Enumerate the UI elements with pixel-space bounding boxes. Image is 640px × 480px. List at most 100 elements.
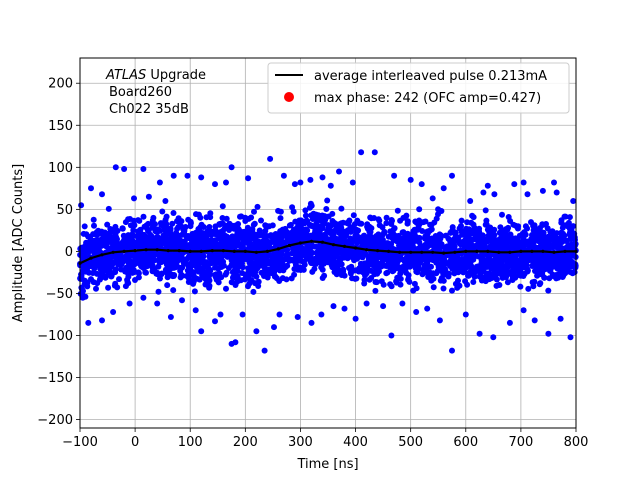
scatter-outlier-point xyxy=(449,347,455,354)
scatter-point xyxy=(112,269,119,276)
scatter-point xyxy=(404,218,411,225)
scatter-outlier-point xyxy=(85,319,92,326)
scatter-point xyxy=(257,243,264,250)
scatter-point xyxy=(325,255,332,262)
scatter-point xyxy=(101,239,108,245)
legend-entry-max-phase: max phase: 242 (OFC amp=0.427) xyxy=(314,91,541,106)
average-pulse-point xyxy=(309,239,314,243)
scatter-point xyxy=(512,242,519,249)
scatter-outlier-point xyxy=(112,164,119,171)
scatter-point xyxy=(355,268,362,275)
scatter-outlier-point xyxy=(267,155,274,162)
scatter-point xyxy=(383,263,390,269)
scatter-point xyxy=(447,229,454,236)
scatter-point xyxy=(271,256,278,263)
legend-marker-swatch xyxy=(284,92,294,102)
scatter-point xyxy=(455,277,461,284)
scatter-point xyxy=(455,269,462,276)
scatter-point xyxy=(567,229,574,236)
average-pulse-point xyxy=(365,248,369,252)
scatter-point xyxy=(387,253,393,260)
scatter-point xyxy=(226,226,233,232)
scatter-point xyxy=(346,218,353,225)
scatter-point xyxy=(430,284,437,291)
scatter-point xyxy=(388,217,395,223)
scatter-point xyxy=(239,270,246,276)
scatter-point xyxy=(251,220,258,227)
scatter-point xyxy=(397,281,404,288)
average-pulse-point xyxy=(431,250,435,254)
scatter-point xyxy=(529,263,536,269)
scatter-point xyxy=(226,220,233,227)
scatter-point xyxy=(149,262,156,269)
scatter-point xyxy=(451,237,458,244)
scatter-points xyxy=(77,149,579,354)
scatter-point xyxy=(174,218,180,225)
scatter-point xyxy=(96,239,103,246)
scatter-point xyxy=(415,238,421,245)
scatter-point xyxy=(93,285,99,292)
scatter-point xyxy=(365,266,371,273)
y-tick-label: 200 xyxy=(48,77,73,92)
scatter-point xyxy=(228,237,235,244)
scatter-point xyxy=(493,282,500,289)
scatter-point xyxy=(218,274,225,281)
scatter-point xyxy=(206,224,213,230)
scatter-point xyxy=(424,255,431,261)
scatter-point xyxy=(435,263,442,270)
scatter-point xyxy=(310,212,317,219)
scatter-outlier-point xyxy=(545,330,552,337)
scatter-point xyxy=(187,220,194,227)
scatter-point xyxy=(302,226,309,233)
scatter-point xyxy=(384,269,391,276)
average-pulse-point xyxy=(398,250,402,254)
scatter-point xyxy=(470,214,477,221)
average-pulse-point xyxy=(486,249,490,253)
scatter-point xyxy=(151,252,158,259)
average-pulse-point xyxy=(89,256,93,260)
scatter-outlier-point xyxy=(179,297,185,304)
y-tick-label: 150 xyxy=(48,119,73,134)
scatter-point xyxy=(154,271,161,278)
scatter-point xyxy=(287,233,294,240)
scatter-point xyxy=(376,222,383,229)
scatter-point xyxy=(347,270,354,277)
scatter-point xyxy=(498,260,504,267)
scatter-point xyxy=(140,231,147,238)
average-pulse-polyline xyxy=(79,240,576,265)
average-pulse-point xyxy=(420,250,424,254)
scatter-point xyxy=(376,268,382,275)
scatter-point xyxy=(361,232,368,239)
scatter-point xyxy=(383,220,390,227)
scatter-point xyxy=(167,230,174,237)
scatter-point xyxy=(186,270,193,277)
average-pulse-point xyxy=(111,250,115,254)
x-tick-label: 100 xyxy=(178,435,203,450)
scatter-outlier-point xyxy=(198,174,205,181)
scatter-point xyxy=(220,258,227,265)
scatter-point xyxy=(193,262,200,269)
scatter-point xyxy=(257,230,264,237)
scatter-point xyxy=(361,276,368,283)
scatter-point xyxy=(376,243,383,250)
scatter-point xyxy=(287,221,294,228)
scatter-point xyxy=(154,226,161,233)
scatter-point xyxy=(463,240,470,247)
scatter-point xyxy=(550,272,557,279)
scatter-point xyxy=(250,288,257,295)
y-tick-label: −50 xyxy=(46,287,73,302)
scatter-point xyxy=(557,235,564,242)
scatter-point xyxy=(164,257,171,264)
average-pulse-point xyxy=(442,251,446,255)
scatter-point xyxy=(118,240,125,246)
scatter-point xyxy=(333,263,340,270)
scatter-point xyxy=(347,235,354,242)
scatter-point xyxy=(321,272,328,279)
scatter-point xyxy=(224,253,231,260)
scatter-point xyxy=(189,230,196,237)
scatter-point xyxy=(405,272,412,279)
scatter-point xyxy=(175,232,182,239)
average-pulse-point xyxy=(508,250,512,254)
scatter-point xyxy=(500,227,507,234)
scatter-outlier-point xyxy=(349,179,356,186)
